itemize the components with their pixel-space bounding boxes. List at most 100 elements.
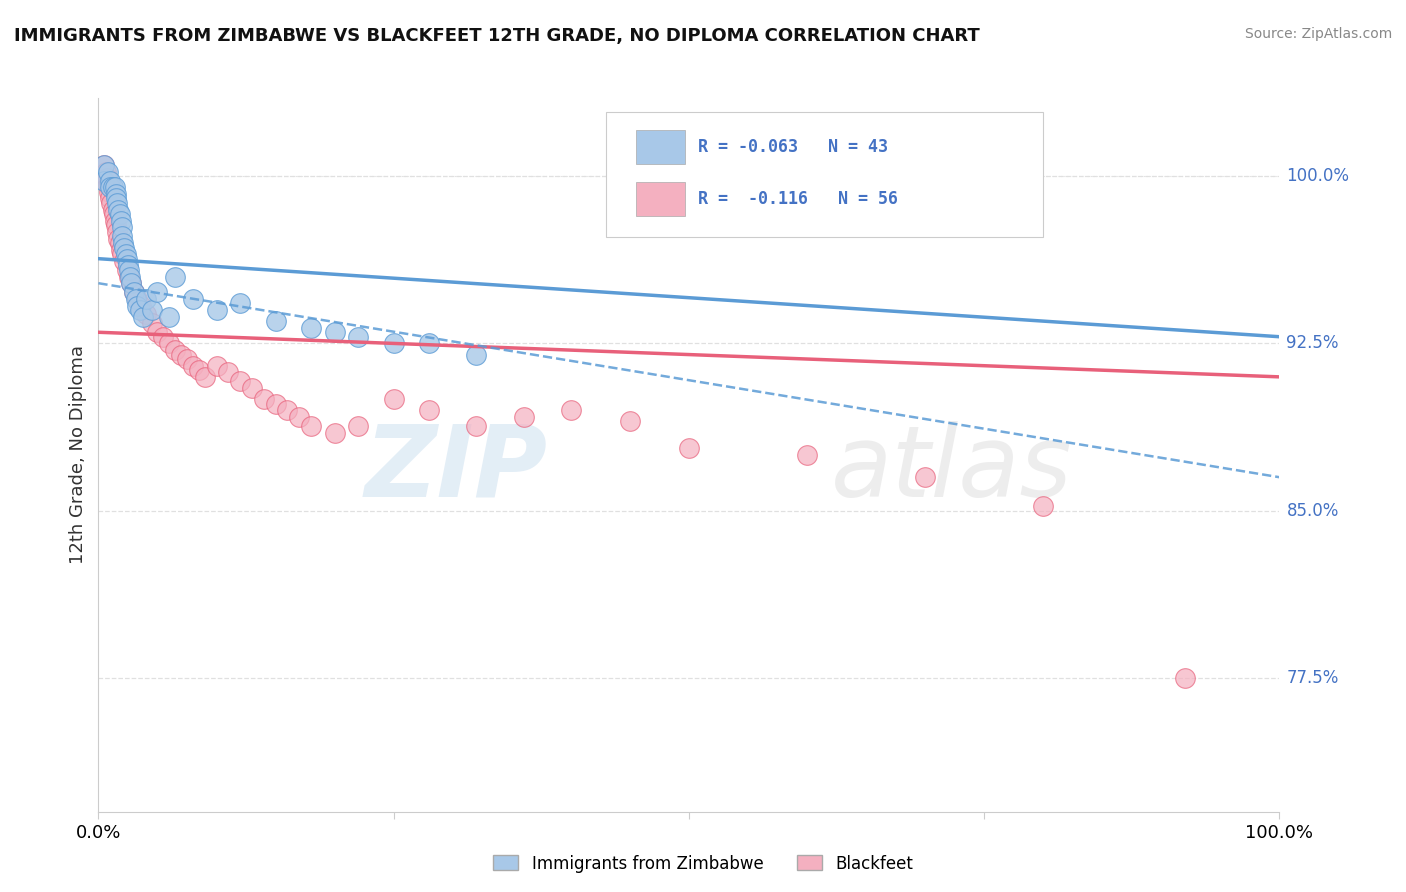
Point (105, 195, 128, 210)
Point (217, 365, 239, 379)
Point (382, 392, 405, 406)
Point (105, 218, 128, 232)
Point (382, 336, 405, 351)
Text: atlas: atlas (831, 421, 1073, 517)
Point (103, 207, 125, 221)
Point (101, 202, 124, 217)
Point (157, 310, 180, 324)
Point (240, 381, 263, 395)
Point (299, 418, 322, 433)
Point (299, 320, 322, 334)
Point (94, 164, 117, 178)
Point (165, 269, 187, 284)
Point (121, 276, 143, 290)
Point (264, 396, 287, 410)
Bar (636, 129, 685, 164)
Point (465, 347, 488, 361)
Point (118, 262, 141, 277)
Point (1032, 499, 1054, 513)
Point (253, 392, 276, 406)
Point (135, 307, 157, 321)
Text: ZIP: ZIP (364, 421, 547, 517)
Point (111, 247, 134, 261)
Point (347, 329, 370, 343)
Point (418, 336, 440, 351)
Point (181, 292, 204, 306)
Point (97, 164, 120, 178)
Point (194, 369, 217, 384)
Text: 85.0%: 85.0% (1286, 501, 1339, 520)
Point (105, 186, 128, 201)
Point (118, 269, 141, 284)
Point (132, 310, 155, 324)
Point (141, 302, 163, 317)
Point (129, 298, 152, 312)
Point (112, 240, 135, 254)
Point (1174, 671, 1197, 685)
Text: Source: ZipAtlas.com: Source: ZipAtlas.com (1244, 27, 1392, 41)
Point (107, 202, 129, 217)
Point (104, 213, 127, 227)
Point (176, 351, 198, 366)
Point (146, 325, 169, 339)
Point (619, 414, 641, 428)
Point (101, 180, 124, 194)
Legend: Immigrants from Zimbabwe, Blackfeet: Immigrants from Zimbabwe, Blackfeet (486, 848, 920, 880)
Point (114, 247, 136, 261)
Point (678, 441, 700, 455)
Point (152, 329, 174, 343)
Point (93, 158, 115, 172)
Point (117, 258, 139, 272)
Point (165, 343, 187, 357)
Point (115, 252, 138, 266)
Point (98, 173, 121, 187)
Text: IMMIGRANTS FROM ZIMBABWE VS BLACKFEET 12TH GRADE, NO DIPLOMA CORRELATION CHART: IMMIGRANTS FROM ZIMBABWE VS BLACKFEET 12… (14, 27, 980, 45)
Point (97, 178, 120, 192)
Point (347, 418, 370, 433)
Bar (636, 182, 685, 216)
Point (205, 302, 228, 317)
Point (146, 285, 169, 299)
Point (105, 191, 128, 205)
FancyBboxPatch shape (606, 112, 1043, 237)
Point (229, 374, 252, 388)
Text: 100.0%: 100.0% (1286, 167, 1350, 186)
Point (125, 292, 148, 306)
Text: R = -0.063   N = 43: R = -0.063 N = 43 (699, 137, 889, 155)
Point (465, 418, 488, 433)
Text: R =  -0.116   N = 56: R = -0.116 N = 56 (699, 190, 898, 208)
Point (229, 296, 252, 310)
Point (98, 180, 121, 194)
Point (157, 336, 180, 351)
Point (796, 448, 818, 462)
Point (323, 325, 346, 339)
Point (512, 409, 534, 424)
Point (276, 403, 298, 417)
Text: 77.5%: 77.5% (1286, 669, 1339, 687)
Point (264, 314, 287, 328)
Point (100, 195, 122, 210)
Point (122, 285, 145, 299)
Point (110, 213, 132, 227)
Point (96, 171, 118, 186)
Point (111, 229, 134, 244)
Point (115, 262, 138, 277)
Point (914, 470, 936, 484)
Point (418, 403, 440, 417)
Point (111, 220, 134, 235)
Point (122, 285, 145, 299)
Point (110, 243, 132, 257)
Point (187, 363, 209, 377)
Point (127, 298, 149, 312)
Point (98, 185, 121, 199)
Point (112, 235, 135, 250)
Point (98, 191, 121, 205)
Point (108, 207, 131, 221)
Point (128, 302, 150, 317)
Point (108, 235, 131, 250)
Point (323, 425, 346, 440)
Point (205, 359, 228, 373)
Point (107, 231, 129, 245)
Y-axis label: 12th Grade, No Diploma: 12th Grade, No Diploma (69, 345, 87, 565)
Point (181, 359, 204, 373)
